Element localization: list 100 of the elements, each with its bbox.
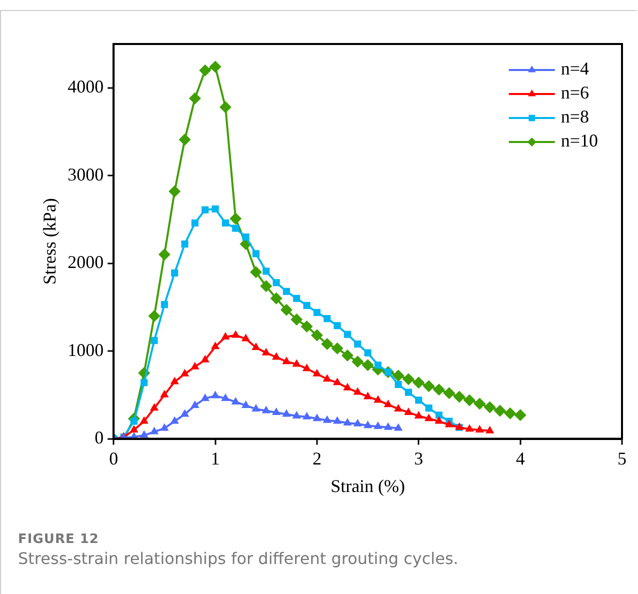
point (310, 329, 323, 342)
point (282, 288, 290, 295)
point (272, 352, 281, 360)
point (435, 412, 443, 419)
point (404, 407, 413, 415)
x-tick-label: 1 (210, 448, 220, 468)
point (484, 401, 496, 414)
point (191, 219, 198, 227)
point (322, 415, 332, 423)
y-tick-label: 4000 (68, 76, 104, 97)
point (352, 356, 364, 368)
point (322, 374, 332, 382)
point (404, 388, 412, 396)
y-tick-label: 3000 (68, 164, 104, 184)
point (262, 348, 270, 356)
point (130, 425, 138, 433)
point (290, 313, 303, 326)
point (394, 380, 402, 388)
point (210, 342, 220, 350)
point (354, 340, 362, 348)
point (474, 398, 486, 410)
y-tick-label: 1000 (68, 340, 104, 360)
point (178, 134, 191, 146)
x-tick-label: 2 (312, 448, 322, 468)
point (160, 301, 168, 308)
point (181, 240, 188, 248)
point (414, 410, 423, 418)
y-tick-label: 0 (94, 428, 104, 448)
point (453, 390, 466, 403)
point (160, 423, 169, 431)
point (422, 380, 435, 392)
point (190, 362, 200, 370)
point (303, 302, 310, 309)
point (384, 422, 392, 430)
point (415, 396, 422, 404)
point (353, 387, 362, 395)
point (312, 368, 322, 376)
point (170, 376, 179, 384)
point (293, 294, 300, 302)
point (334, 322, 341, 330)
point (202, 206, 209, 214)
x-tick-label: 4 (516, 448, 525, 468)
point (160, 390, 169, 398)
point (241, 334, 250, 342)
text: Stress-strain relationships for different grouting cycles. (18, 549, 458, 568)
point (150, 403, 159, 411)
point (485, 426, 494, 434)
point (292, 359, 301, 367)
point (158, 248, 170, 261)
x-tick-label: 3 (414, 448, 424, 468)
point (168, 185, 181, 198)
point (324, 315, 331, 322)
point (374, 395, 382, 403)
point (394, 404, 403, 412)
legend-label: n=10 (560, 130, 598, 151)
point (272, 407, 281, 415)
point (424, 414, 434, 422)
point (140, 430, 148, 438)
point (140, 416, 148, 424)
point (231, 330, 240, 338)
point (262, 268, 270, 275)
point (332, 416, 342, 424)
point (260, 280, 272, 292)
point (252, 342, 260, 350)
point (475, 425, 484, 433)
point (230, 212, 242, 225)
legend-label: n=4 (560, 58, 590, 79)
point (444, 420, 454, 428)
point (312, 414, 322, 422)
point (374, 362, 382, 369)
point (200, 393, 210, 401)
point (321, 338, 334, 350)
point (148, 310, 160, 322)
point (292, 410, 301, 418)
caption: FIGURE 12 (18, 532, 100, 547)
point (188, 92, 201, 104)
point (300, 320, 313, 332)
point (463, 394, 476, 406)
point (150, 426, 159, 434)
point (282, 409, 291, 417)
point (363, 392, 372, 400)
point (412, 376, 425, 389)
point (332, 378, 342, 386)
point (180, 368, 190, 376)
point (432, 384, 445, 396)
point (504, 407, 516, 420)
point (171, 269, 178, 277)
point (392, 370, 404, 382)
point (219, 101, 232, 114)
point (465, 424, 474, 432)
point (425, 404, 432, 412)
point (331, 342, 344, 354)
y-tick-label: 2000 (68, 252, 104, 272)
point (209, 60, 222, 73)
point (302, 364, 312, 372)
point (222, 219, 229, 227)
point (242, 233, 250, 241)
point (494, 404, 506, 417)
point (282, 356, 291, 364)
point (150, 337, 158, 344)
